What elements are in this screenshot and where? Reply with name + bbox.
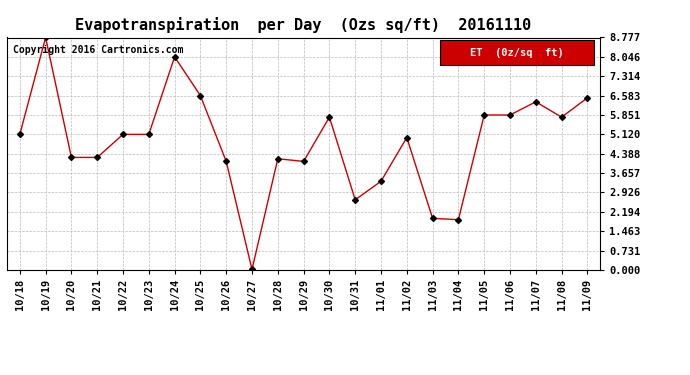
FancyBboxPatch shape	[440, 40, 594, 65]
Text: Evapotranspiration  per Day  (Ozs sq/ft)  20161110: Evapotranspiration per Day (Ozs sq/ft) 2…	[75, 17, 532, 33]
Text: ET  (0z/sq  ft): ET (0z/sq ft)	[471, 48, 564, 58]
Text: Copyright 2016 Cartronics.com: Copyright 2016 Cartronics.com	[13, 45, 184, 54]
